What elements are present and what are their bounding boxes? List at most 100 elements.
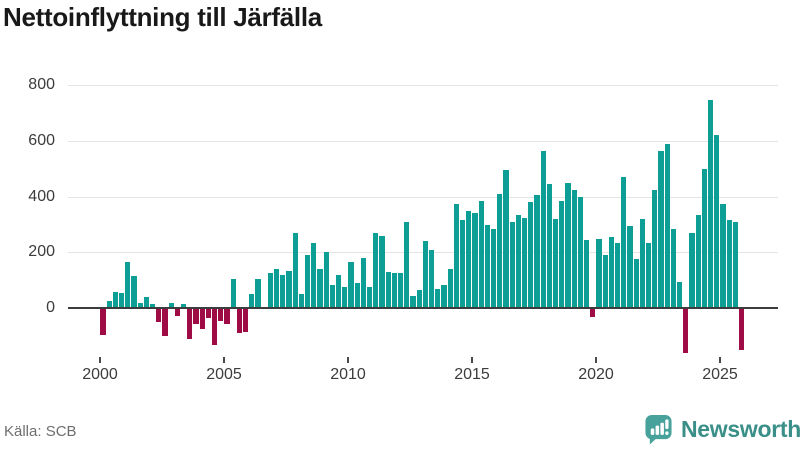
brand-wordmark: Newsworthy (681, 416, 800, 442)
gridline-600 (68, 140, 778, 142)
bar-2009Q3 (336, 274, 342, 309)
bar-2002Q1 (150, 304, 156, 309)
bar-2013Q3 (435, 288, 441, 309)
y-axis-label-400: 400 (28, 187, 55, 205)
bar-2011Q1 (373, 232, 379, 309)
y-axis-label-0: 0 (46, 299, 55, 317)
bar-2005Q3 (236, 308, 242, 334)
bar-2023Q2 (677, 281, 683, 309)
bar-2017Q2 (528, 202, 534, 309)
bar-2000Q1 (100, 308, 106, 335)
bar-2010Q3 (360, 258, 366, 309)
bar-2012Q4 (416, 290, 422, 309)
bar-2022Q4 (664, 143, 670, 309)
bar-2006Q4 (267, 273, 273, 309)
bar-2014Q3 (460, 220, 466, 309)
bar-2003Q4 (193, 308, 199, 325)
bar-2007Q2 (280, 274, 286, 309)
bar-2013Q1 (422, 241, 428, 309)
bar-2005Q2 (230, 278, 236, 309)
bar-2004Q2 (205, 308, 211, 318)
bar-2023Q1 (670, 228, 676, 309)
bar-2001Q4 (143, 296, 149, 309)
x-axis-label-2010: 2010 (330, 366, 366, 383)
bar-2014Q2 (453, 203, 459, 309)
bar-2007Q1 (274, 269, 280, 309)
bar-2012Q3 (410, 295, 416, 309)
x-axis-label-2020: 2020 (578, 366, 614, 383)
bar-2008Q4 (317, 269, 323, 309)
bar-2022Q2 (652, 189, 658, 309)
brand-logo: Newsworthy (644, 414, 800, 445)
bar-2020Q4 (615, 242, 621, 309)
bar-2019Q4 (590, 308, 596, 317)
bar-2018Q1 (546, 184, 552, 309)
x-axis-label-2025: 2025 (702, 366, 738, 383)
bar-2011Q3 (385, 272, 391, 309)
bar-2018Q4 (565, 182, 571, 309)
bar-2008Q1 (298, 294, 304, 309)
bar-2003Q3 (187, 308, 193, 339)
y-axis-label-200: 200 (28, 243, 55, 261)
bar-2022Q1 (646, 242, 652, 309)
bar-2016Q1 (497, 193, 503, 309)
bar-2015Q3 (484, 224, 490, 309)
bar-2020Q3 (608, 237, 614, 309)
bar-2008Q2 (305, 255, 311, 309)
bar-2022Q3 (658, 150, 664, 309)
bar-2025Q3 (732, 221, 738, 309)
bar-2006Q2 (255, 278, 261, 309)
bar-2002Q3 (162, 308, 168, 337)
bar-2024Q4 (714, 135, 720, 309)
bar-2015Q4 (491, 228, 497, 309)
bar-2002Q2 (156, 308, 162, 323)
bar-2017Q1 (522, 217, 528, 309)
bar-2017Q3 (534, 195, 540, 309)
y-axis-label-600: 600 (28, 131, 55, 149)
bar-2004Q1 (199, 308, 205, 329)
bar-2014Q4 (466, 210, 472, 309)
bar-2014Q1 (447, 269, 453, 309)
bar-2005Q1 (224, 308, 230, 324)
bar-2020Q2 (602, 255, 608, 309)
x-axis-tick-2010 (347, 357, 349, 363)
bar-2000Q2 (106, 301, 112, 309)
bar-2005Q4 (243, 308, 249, 333)
bar-2011Q4 (391, 273, 397, 309)
bar-2004Q3 (212, 308, 218, 345)
zero-axis-line (68, 307, 778, 310)
bar-2016Q4 (515, 214, 521, 309)
bar-2019Q2 (577, 196, 583, 309)
bar-2003Q2 (181, 304, 187, 309)
bar-2001Q1 (125, 262, 131, 309)
bar-2020Q1 (596, 238, 602, 309)
bar-2017Q4 (540, 150, 546, 309)
bar-2024Q3 (708, 100, 714, 309)
gridline-800 (68, 85, 778, 86)
bar-2009Q4 (342, 287, 348, 309)
bar-2025Q2 (726, 220, 732, 309)
x-axis-tick-2025 (719, 357, 721, 363)
bar-2015Q2 (478, 200, 484, 309)
x-axis-label-2015: 2015 (454, 366, 490, 383)
x-axis-tick-2015 (471, 357, 473, 363)
x-axis-label-2000: 2000 (82, 366, 118, 383)
bar-2019Q1 (571, 189, 577, 309)
x-axis-label-2005: 2005 (206, 366, 242, 383)
bar-2012Q2 (404, 221, 410, 309)
bar-2016Q3 (509, 221, 515, 309)
bar-2007Q4 (292, 232, 298, 309)
gridline-400 (68, 196, 778, 198)
bar-2008Q3 (311, 242, 317, 309)
bar-2021Q3 (633, 259, 639, 309)
bar-2011Q2 (379, 235, 385, 309)
bar-2018Q2 (553, 218, 559, 309)
x-axis-tick-2000 (99, 357, 101, 363)
bar-2016Q2 (503, 170, 509, 309)
bar-2010Q2 (354, 283, 360, 309)
bar-2000Q3 (112, 292, 118, 309)
source-note: Källa: SCB (4, 423, 77, 440)
bar-2000Q4 (119, 292, 125, 309)
bar-2023Q4 (689, 232, 695, 309)
